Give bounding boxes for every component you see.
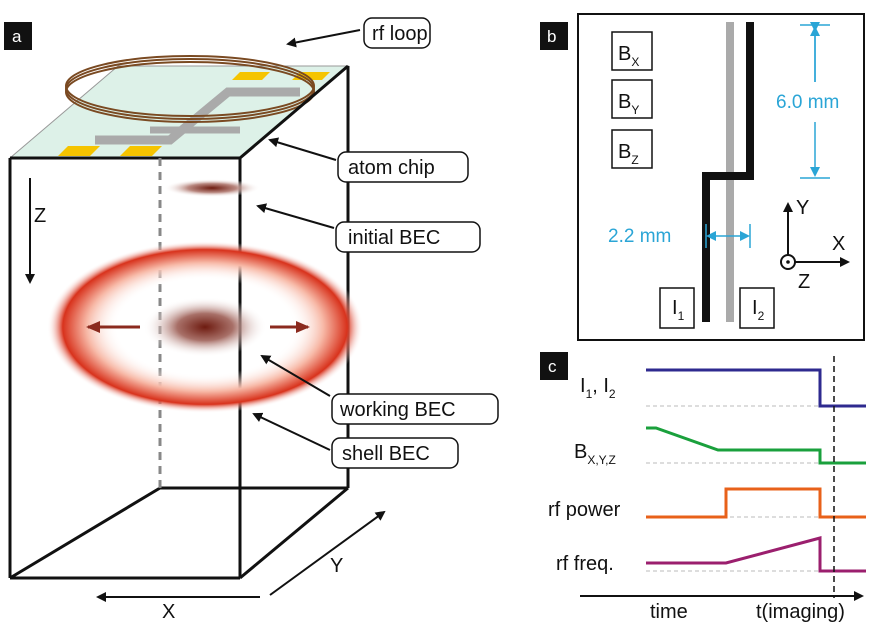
callout-box bbox=[331, 393, 499, 425]
callout-arrow bbox=[286, 29, 361, 48]
box-edge bbox=[239, 486, 349, 580]
waveform-rf-power bbox=[646, 487, 866, 519]
panel-c: c I1, I2 BX,Y,Z rf power rf freq. time t… bbox=[540, 352, 866, 623]
panel-a: a Z X bbox=[4, 17, 499, 623]
callout-box bbox=[331, 437, 459, 469]
callout-rf-loop: rf loop bbox=[286, 17, 431, 49]
coord-z-dot bbox=[786, 260, 790, 264]
coord-y-label: Y bbox=[796, 197, 809, 219]
field-label-by: BY bbox=[611, 79, 653, 119]
callout-box bbox=[337, 151, 469, 183]
callout-atom-chip-label: atom chip bbox=[348, 157, 435, 179]
waveform-fields bbox=[646, 426, 866, 465]
current-label-i2: I2 bbox=[739, 287, 775, 329]
waveform-rf-freq bbox=[646, 536, 866, 573]
imaging-time-label: t(imaging) bbox=[756, 601, 845, 623]
box-edge bbox=[239, 64, 349, 160]
panel-c-tag: c bbox=[548, 357, 557, 376]
rf-loop-coil bbox=[65, 61, 315, 123]
coord-z-label: Z bbox=[798, 271, 810, 293]
label-box bbox=[659, 287, 695, 329]
callout-arrow bbox=[260, 354, 331, 397]
y-axis-arrow bbox=[269, 510, 386, 596]
callout-atom-chip: atom chip bbox=[268, 137, 469, 183]
callout-box bbox=[363, 17, 431, 49]
coord-x-label: X bbox=[832, 233, 845, 255]
chip-pad bbox=[232, 72, 270, 80]
chip-pad bbox=[58, 146, 100, 156]
field-label-bx: BX bbox=[611, 31, 653, 71]
row-label-currents: I1, I2 bbox=[580, 375, 616, 401]
callout-shell-bec: shell BEC bbox=[252, 412, 459, 469]
panel-b: b BX BY BZ I1 I2 6.0 m bbox=[540, 13, 865, 341]
y-axis-label: Y bbox=[330, 555, 343, 577]
label-box bbox=[611, 79, 653, 119]
callout-initial-bec: initial BEC bbox=[256, 203, 481, 253]
field-label-main: BX bbox=[618, 43, 639, 69]
callout-shell-bec-label: shell BEC bbox=[342, 443, 430, 465]
working-bec-cloud bbox=[143, 297, 267, 357]
callout-initial-bec-label: initial BEC bbox=[348, 227, 440, 249]
panel-c-tag-bg bbox=[540, 352, 568, 380]
row-label-fields: BX,Y,Z bbox=[574, 441, 616, 467]
label-box bbox=[611, 31, 653, 71]
panel-a-tag-bg bbox=[4, 22, 32, 50]
field-label-main: BZ bbox=[618, 141, 639, 167]
waveform-currents bbox=[646, 368, 866, 408]
z-axis-label: Z bbox=[34, 205, 46, 227]
callout-working-bec: working BEC bbox=[260, 354, 499, 425]
row-label-rf-power: rf power bbox=[548, 499, 621, 521]
chip-pad bbox=[120, 146, 162, 156]
panel-b-tag-bg bbox=[540, 22, 568, 50]
field-label-main: BY bbox=[618, 91, 639, 117]
current-label-main: I2 bbox=[752, 297, 765, 323]
callout-box bbox=[335, 221, 481, 253]
box-edge bbox=[9, 486, 161, 580]
initial-bec-cloud bbox=[164, 179, 260, 197]
dim-height-label: 6.0 mm bbox=[776, 92, 839, 113]
time-axis-label: time bbox=[650, 601, 688, 623]
callout-arrow bbox=[256, 203, 335, 229]
field-label-bz: BZ bbox=[611, 129, 653, 169]
panel-a-tag: a bbox=[12, 27, 22, 46]
x-axis-label: X bbox=[162, 601, 175, 623]
wire-i1 bbox=[702, 22, 754, 322]
callout-working-bec-label: working BEC bbox=[339, 399, 456, 421]
callout-arrow bbox=[268, 137, 337, 161]
current-label-i1: I1 bbox=[659, 287, 695, 329]
dim-width-label: 2.2 mm bbox=[608, 226, 671, 247]
panel-b-tag: b bbox=[547, 27, 556, 46]
callout-arrow bbox=[252, 412, 331, 451]
label-box bbox=[611, 129, 653, 169]
callout-rf-loop-label: rf loop bbox=[372, 23, 428, 45]
row-label-rf-freq: rf freq. bbox=[556, 553, 614, 575]
label-box bbox=[739, 287, 775, 329]
current-label-main: I1 bbox=[672, 297, 685, 323]
